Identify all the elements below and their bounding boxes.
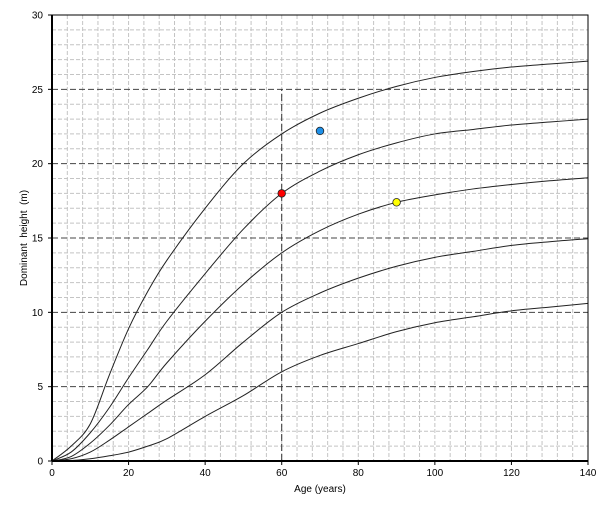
y-tick-label: 5 xyxy=(37,382,43,393)
red-point xyxy=(277,189,286,198)
curve-si-22 xyxy=(51,60,589,462)
y-tick-label: 30 xyxy=(32,11,44,22)
axes xyxy=(48,14,589,465)
curve-si-18 xyxy=(51,118,589,462)
grid xyxy=(52,15,588,461)
x-tick-label: 140 xyxy=(580,468,597,479)
y-tick-label: 25 xyxy=(32,85,44,96)
y-tick-label: 10 xyxy=(32,308,44,319)
y-tick-label: 15 xyxy=(32,234,44,245)
x-tick-label: 60 xyxy=(276,468,288,479)
x-tick-label: 20 xyxy=(123,468,135,479)
blue-point xyxy=(315,126,325,136)
x-tick-label: 100 xyxy=(427,468,444,479)
curve-si-6 xyxy=(51,302,589,462)
curve-si-10 xyxy=(51,238,589,462)
y-axis-label: Dominant height (m) xyxy=(19,190,30,286)
x-tick-label: 120 xyxy=(503,468,520,479)
curve-si-14 xyxy=(51,177,589,462)
yellow-point xyxy=(392,198,401,207)
x-tick-label: 0 xyxy=(49,468,55,479)
tick-labels: 0 20 40 60 80 100 120 140 0 5 10 15 20 25 30 xyxy=(32,11,597,480)
x-tick-label: 80 xyxy=(353,468,365,479)
x-tick-label: 40 xyxy=(200,468,212,479)
y-tick-label: 0 xyxy=(37,457,43,468)
data-points xyxy=(277,126,401,207)
y-tick-label: 20 xyxy=(32,159,44,170)
curves xyxy=(51,60,589,462)
x-axis-label: Age (years) xyxy=(294,484,346,495)
